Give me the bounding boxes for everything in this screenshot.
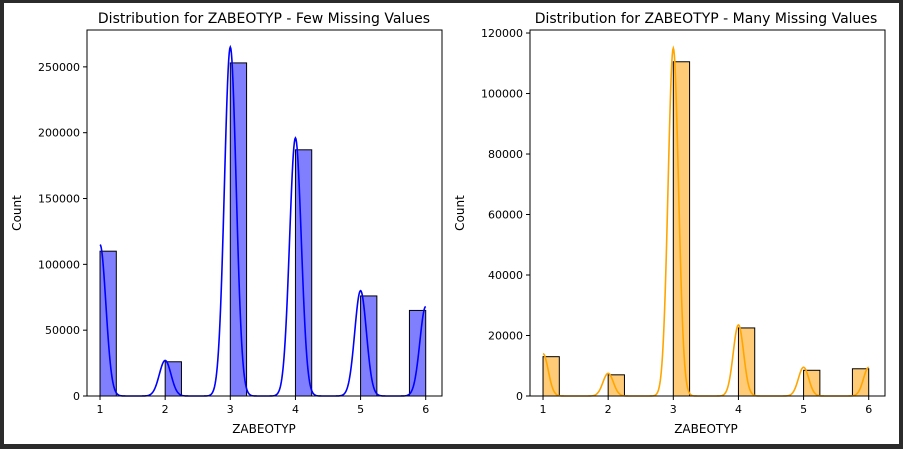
chart-title: Distribution for ZABEOTYP - Many Missing… <box>535 11 878 27</box>
histogram-bar <box>294 149 313 397</box>
x-axis-label: ZABEOTYP <box>674 422 738 436</box>
chart-many-missing: Distribution for ZABEOTYP - Many Missing… <box>453 11 886 436</box>
y-tick-label: 50000 <box>45 324 80 337</box>
histogram-bar <box>672 61 691 397</box>
x-tick-label: 3 <box>227 403 234 416</box>
chart-title: Distribution for ZABEOTYP - Few Missing … <box>98 11 430 27</box>
x-tick-label: 5 <box>800 403 807 416</box>
x-tick-label: 4 <box>735 403 742 416</box>
chart-few-missing: Distribution for ZABEOTYP - Few Missing … <box>10 11 443 436</box>
x-tick-label: 1 <box>540 403 547 416</box>
x-tick-label: 5 <box>357 403 364 416</box>
kde-line <box>542 45 869 397</box>
y-tick-label: 250000 <box>38 61 80 74</box>
x-tick-label: 2 <box>162 403 169 416</box>
y-tick-label: 40000 <box>488 269 523 282</box>
histogram-bar <box>99 250 117 397</box>
y-tick-label: 20000 <box>488 330 523 343</box>
plot-frame <box>529 29 886 397</box>
histogram-bar <box>607 374 625 397</box>
chart-figure: Distribution for ZABEOTYP - Few Missing … <box>10 11 886 436</box>
y-tick-label: 80000 <box>488 148 523 161</box>
plot-frame <box>86 29 443 397</box>
histogram-bar <box>542 356 560 397</box>
x-tick-label: 2 <box>605 403 612 416</box>
x-axis-label: ZABEOTYP <box>232 422 296 436</box>
y-tick-label: 200000 <box>38 127 80 140</box>
y-axis-label: Count <box>453 195 467 231</box>
y-tick-label: 150000 <box>38 193 80 206</box>
y-tick-label: 100000 <box>481 88 523 101</box>
x-tick-label: 1 <box>97 403 104 416</box>
histogram-bar <box>408 309 427 397</box>
histogram-bar <box>229 62 248 397</box>
y-tick-label: 120000 <box>481 27 523 40</box>
histogram-bar <box>737 327 756 397</box>
histogram-bar <box>851 368 870 397</box>
histogram-bar <box>360 295 378 397</box>
histogram-bar <box>164 361 182 397</box>
x-tick-label: 6 <box>422 403 429 416</box>
y-tick-label: 0 <box>73 390 80 403</box>
y-tick-label: 100000 <box>38 258 80 271</box>
y-axis-label: Count <box>10 195 24 231</box>
x-tick-label: 4 <box>292 403 299 416</box>
x-tick-label: 6 <box>865 403 872 416</box>
y-tick-label: 60000 <box>488 209 523 222</box>
histogram-bar <box>803 369 821 397</box>
y-tick-label: 0 <box>516 390 523 403</box>
figure-canvas: Distribution for ZABEOTYP - Few Missing … <box>4 3 899 444</box>
x-tick-label: 3 <box>670 403 677 416</box>
